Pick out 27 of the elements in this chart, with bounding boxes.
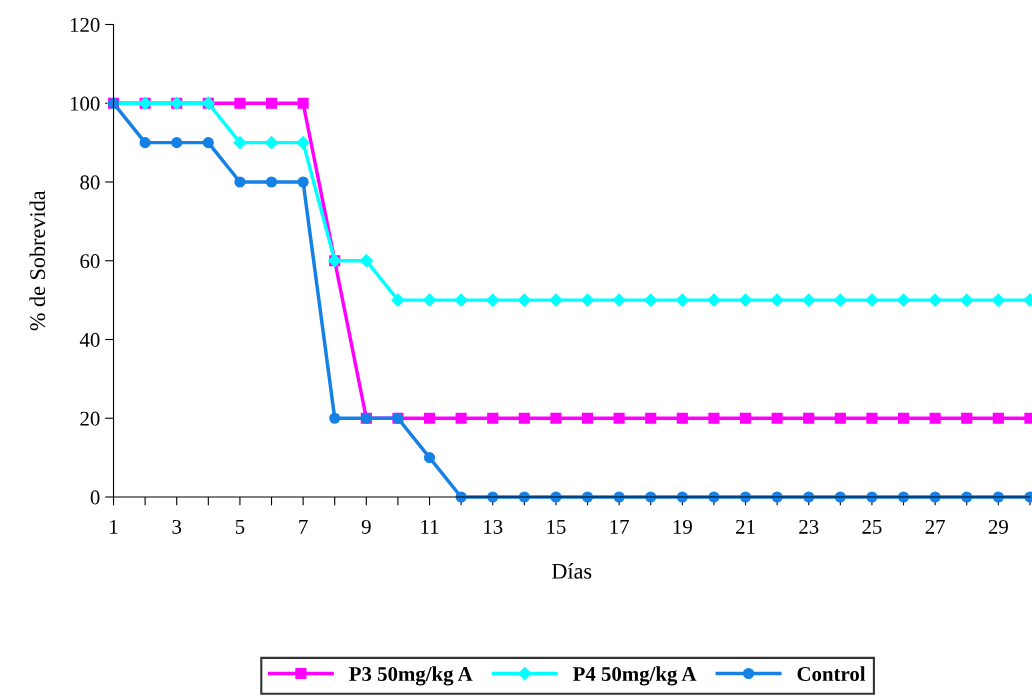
x-tick-label: 23 xyxy=(799,519,819,534)
y-axis-title: % de Sobrevida xyxy=(29,190,46,331)
y-tick-label: 20 xyxy=(80,411,100,426)
x-tick-label: 17 xyxy=(610,519,629,534)
legend-label: Control xyxy=(797,666,866,682)
x-tick-label: 21 xyxy=(736,519,755,534)
y-tick-label: 120 xyxy=(70,17,100,32)
x-tick-label: 29 xyxy=(988,519,1008,534)
y-tick-label: 80 xyxy=(80,175,100,190)
y-tick-label: 60 xyxy=(80,254,100,269)
y-tick-label: 40 xyxy=(79,332,100,347)
x-tick-label: 15 xyxy=(547,519,566,534)
y-tick-label: 0 xyxy=(90,490,100,505)
x-tick-label: 1 xyxy=(110,519,118,534)
x-tick-label: 25 xyxy=(862,519,882,534)
x-tick-label: 11 xyxy=(421,519,439,534)
x-tick-label: 27 xyxy=(925,519,945,534)
x-tick-label: 3 xyxy=(172,519,182,534)
x-tick-label: 9 xyxy=(361,519,371,534)
x-axis-title: Días xyxy=(552,563,592,579)
x-tick-label: 7 xyxy=(299,520,308,534)
x-tick-label: 5 xyxy=(235,520,245,534)
x-tick-label: 13 xyxy=(484,519,503,534)
legend-label: P4 50mg/kg A xyxy=(573,666,697,686)
x-tick-label: 19 xyxy=(673,519,692,534)
legend-label: P3 50mg/kg A xyxy=(349,666,473,686)
y-tick-label: 100 xyxy=(70,96,100,111)
